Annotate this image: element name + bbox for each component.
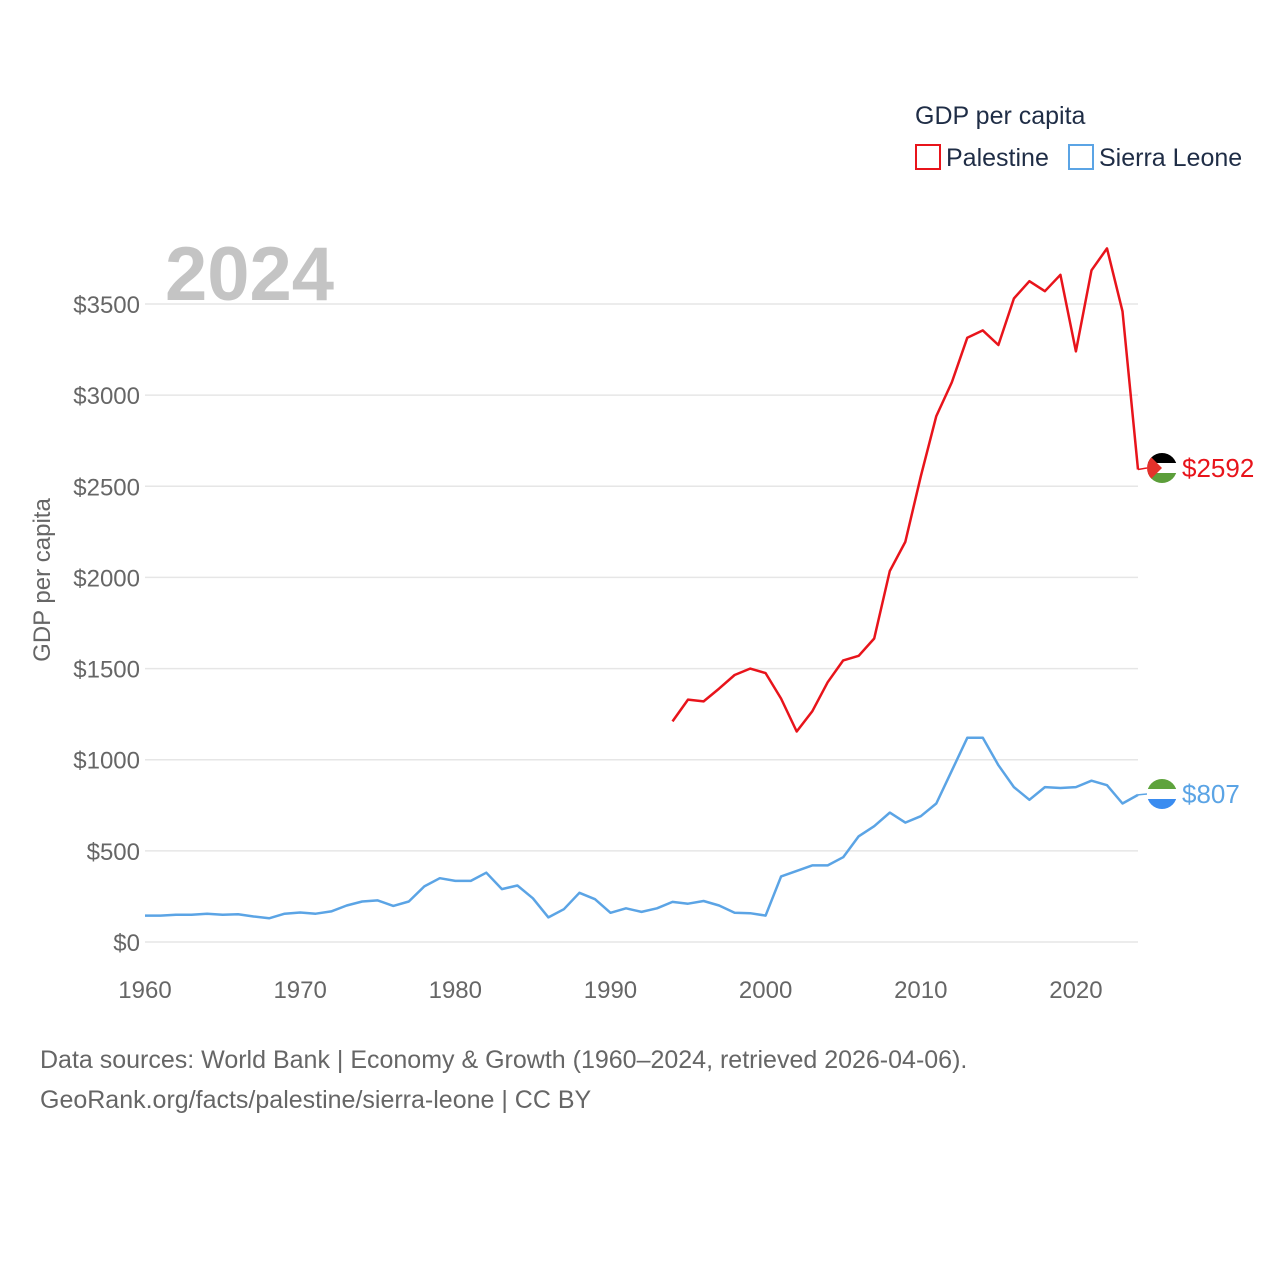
footer-sources: Data sources: World Bank | Economy & Gro… [40,1046,968,1074]
x-tick-label: 2020 [1049,977,1102,1004]
y-axis-ticks: $0 $500 $1000 $1500 $2000 $2500 $3000 $3500 [73,292,140,957]
x-tick-label: 1980 [429,977,482,1004]
end-connector-palestine [1137,467,1148,471]
end-labels: $2592 $807 [1137,453,1254,809]
y-tick-label: $3500 [73,292,140,319]
x-axis-ticks: 1960 1970 1980 1990 2000 2010 2020 [118,977,1102,1004]
legend-swatch-palestine [915,144,941,170]
y-tick-label: $500 [87,839,140,866]
x-tick-label: 2010 [894,977,947,1004]
footer-attribution: GeoRank.org/facts/palestine/sierra-leone… [40,1086,592,1114]
y-tick-label: $0 [113,930,140,957]
legend-swatch-sierra-leone [1068,144,1094,170]
end-label-sierra-leone: $807 [1182,779,1240,809]
y-tick-label: $2000 [73,565,140,592]
legend-label-sierra-leone: Sierra Leone [1099,144,1242,172]
legend-label-palestine: Palestine [946,144,1049,172]
series-line-palestine [671,247,1140,733]
y-tick-label: $1500 [73,657,140,684]
year-watermark: 2024 [165,232,334,317]
palestine-flag-icon [1147,453,1177,483]
series-layer [145,247,1140,920]
x-tick-label: 1990 [584,977,637,1004]
x-tick-label: 1970 [273,977,326,1004]
end-label-palestine: $2592 [1182,453,1254,483]
y-tick-label: $3000 [73,383,140,410]
y-tick-label: $2500 [73,474,140,501]
grid-layer [145,303,1138,943]
x-tick-label: 1960 [118,977,171,1004]
legend-title: GDP per capita [915,102,1086,130]
end-connector-sierra-leone [1137,793,1148,796]
legend: GDP per capita Palestine Sierra Leone [915,102,1242,172]
x-tick-label: 2000 [739,977,792,1004]
footer: Data sources: World Bank | Economy & Gro… [40,1040,967,1120]
series-line-sierra-leone [145,736,1139,920]
y-axis-label: GDP per capita [29,498,56,662]
sierra-leone-flag-icon [1147,779,1177,809]
y-tick-label: $1000 [73,748,140,775]
